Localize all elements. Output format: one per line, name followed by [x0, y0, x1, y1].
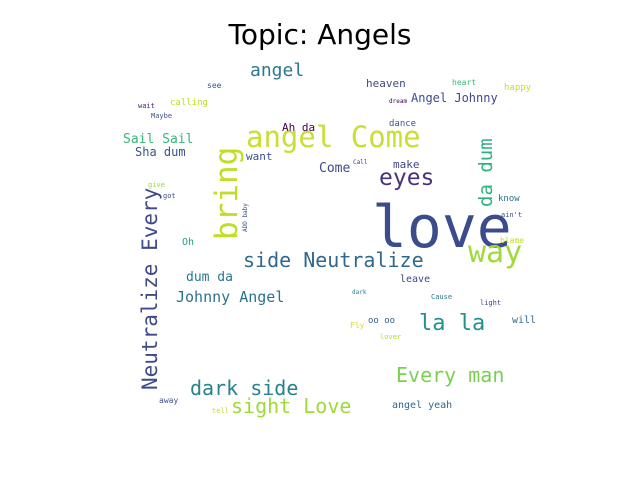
word-light: light	[480, 299, 502, 307]
word-want: want	[246, 150, 273, 163]
word-love: love	[372, 193, 512, 261]
word-fly: Fly	[350, 321, 365, 330]
word-add-baby: ADD baby	[242, 203, 249, 232]
word-tell: tell	[212, 407, 229, 415]
word-angel-come: angel Come	[246, 120, 421, 154]
word-angel-yeah: angel yeah	[392, 400, 453, 411]
word-got: got	[163, 192, 176, 200]
word-eyes: eyes	[379, 165, 435, 191]
word-side-neutralize: side Neutralize	[243, 248, 424, 272]
word-oo-oo: oo oo	[368, 316, 396, 326]
word-see: see	[207, 81, 222, 90]
word-sha-dum: Sha dum	[135, 145, 186, 159]
word-blame: blame	[500, 236, 525, 245]
chart-title: Topic: Angels	[228, 18, 412, 51]
word-angel: angel	[250, 60, 305, 81]
word-da-dum: da dum	[475, 138, 497, 207]
word-dum-da: dum da	[186, 270, 233, 285]
word-sail-sail: Sail Sail	[123, 132, 194, 147]
word-ah-da: Ah da	[282, 121, 316, 134]
word-la-la: la la	[419, 311, 486, 336]
word-dance: dance	[389, 119, 417, 129]
word-calling: calling	[170, 98, 208, 108]
word-angel-johnny: Angel Johnny	[411, 91, 498, 105]
word-make: make	[393, 158, 420, 171]
word-cause: Cause	[431, 293, 453, 301]
word-maybe: Maybe	[151, 112, 173, 120]
word-heaven: heaven	[366, 77, 406, 90]
word-bring: bring	[209, 146, 245, 240]
word-lover: lover	[380, 333, 402, 341]
word-neutralize-every: Neutralize Every	[138, 187, 162, 390]
word-dream: dream	[389, 98, 408, 105]
word-ain-t: ain't	[501, 211, 523, 219]
word-oh: Oh	[182, 237, 195, 248]
word-johnny-angel: Johnny Angel	[176, 288, 285, 306]
word-sight-love: sight Love	[231, 394, 352, 418]
word-will: will	[512, 315, 537, 326]
word-way: way	[468, 235, 523, 270]
word-dark: dark	[352, 289, 367, 296]
word-come: Come	[319, 161, 351, 176]
word-dark-side: dark side	[190, 376, 299, 400]
word-away: away	[159, 396, 179, 405]
word-heart: heart	[452, 78, 477, 87]
word-call: Call	[353, 159, 368, 166]
word-know: know	[498, 194, 520, 204]
word-leave: leave	[400, 274, 431, 285]
word-every-man: Every man	[396, 363, 505, 387]
word-happy: happy	[504, 83, 532, 93]
word-wait: wait	[138, 102, 155, 110]
word-give: give	[148, 181, 165, 189]
